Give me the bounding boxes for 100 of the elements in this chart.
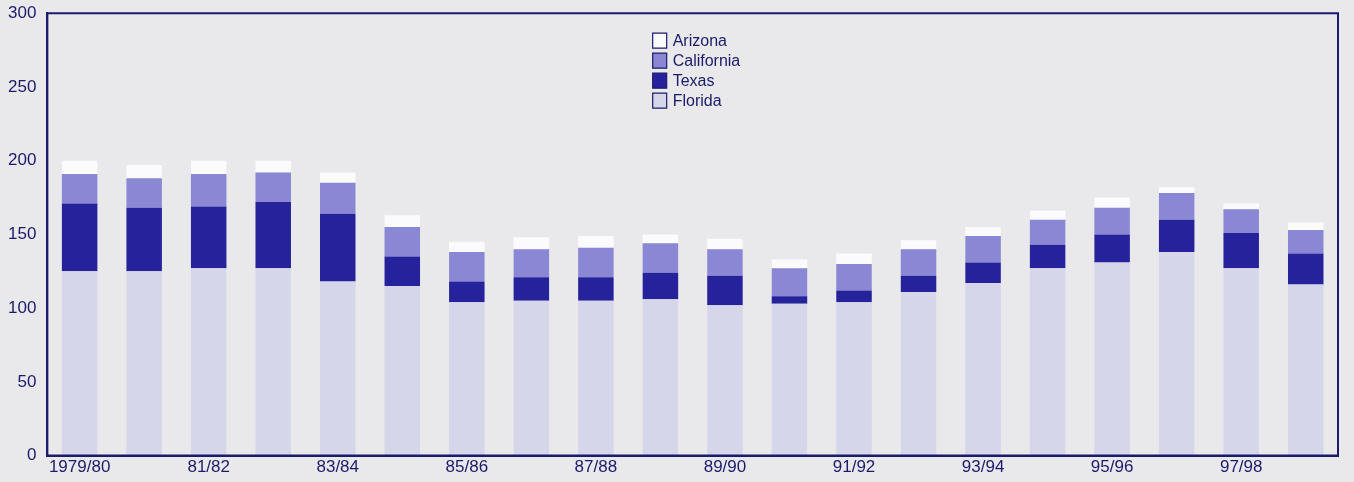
- bar: [1223, 232, 1259, 269]
- bar: [836, 263, 872, 291]
- bar: [61, 173, 98, 204]
- legend-label: Arizona: [672, 31, 728, 49]
- bar: [1029, 268, 1066, 456]
- bar: [642, 272, 679, 300]
- bar: [126, 165, 162, 179]
- y-tick-label: 250: [7, 76, 37, 96]
- bar: [190, 173, 227, 207]
- bar: [513, 300, 550, 456]
- y-tick-label: 50: [17, 371, 37, 391]
- x-tick-label: 93/94: [961, 457, 1005, 477]
- bar: [836, 253, 872, 264]
- bar: [513, 249, 550, 278]
- bar: [1094, 197, 1130, 208]
- y-tick-label: 200: [7, 150, 37, 170]
- bar: [255, 172, 291, 202]
- bar: [707, 249, 743, 276]
- bar: [707, 238, 743, 250]
- y-tick-label: 150: [7, 224, 37, 244]
- bar: [449, 241, 485, 253]
- bar: [578, 277, 614, 301]
- legend-label: Texas: [672, 71, 715, 89]
- bar: [61, 271, 98, 456]
- bar: [836, 302, 872, 456]
- bar: [1223, 209, 1259, 233]
- bar: [1223, 268, 1259, 456]
- bar: [384, 256, 421, 287]
- bar: [1158, 193, 1195, 220]
- x-tick-label: 97/98: [1219, 457, 1263, 477]
- bar: [771, 296, 808, 304]
- bar: [1094, 234, 1130, 263]
- bar: [320, 213, 356, 282]
- bar: [1158, 252, 1195, 456]
- x-tick-label: 89/90: [703, 457, 747, 477]
- bar: [642, 234, 679, 244]
- bar: [384, 227, 421, 257]
- x-tick-label: 83/84: [316, 457, 360, 477]
- bar: [1287, 284, 1324, 456]
- bar: [384, 215, 421, 228]
- bar: [513, 277, 550, 301]
- bar: [900, 291, 937, 456]
- bar: [965, 235, 1001, 263]
- bar: [255, 160, 291, 173]
- bar: [1029, 219, 1066, 245]
- bar: [771, 268, 808, 297]
- bar: [190, 160, 227, 174]
- x-tick-label: 85/86: [445, 457, 489, 477]
- bar: [255, 201, 291, 269]
- bar: [965, 262, 1001, 284]
- bar: [61, 160, 98, 174]
- bar: [1094, 262, 1130, 456]
- bar: [578, 300, 614, 456]
- bar: [1029, 210, 1066, 220]
- bar: [771, 303, 808, 456]
- bar: [449, 252, 485, 282]
- bar: [1287, 253, 1324, 285]
- x-tick-label: 95/96: [1090, 457, 1134, 477]
- bar: [642, 299, 679, 456]
- bar: [126, 207, 162, 272]
- bar: [836, 290, 872, 303]
- bar: [1287, 222, 1324, 230]
- bar: [449, 302, 485, 456]
- legend-label: California: [672, 51, 741, 69]
- bar: [1223, 203, 1259, 210]
- bar: [642, 243, 679, 273]
- bar: [190, 268, 227, 456]
- bar: [965, 283, 1001, 456]
- bar: [578, 247, 614, 278]
- bar: [320, 281, 356, 456]
- y-tick-label: 300: [7, 2, 37, 22]
- x-tick-label: 91/92: [832, 457, 876, 477]
- bar: [771, 259, 808, 269]
- bar: [513, 237, 550, 250]
- bar: [255, 268, 291, 456]
- bar: [126, 271, 162, 456]
- bar: [900, 249, 937, 276]
- bar: [1094, 207, 1130, 235]
- bar: [965, 227, 1001, 236]
- bar: [320, 182, 356, 214]
- bar: [900, 275, 937, 292]
- y-tick-label: 100: [7, 297, 37, 317]
- bar: [578, 235, 614, 248]
- legend-label: Florida: [672, 91, 722, 109]
- bar: [384, 286, 421, 456]
- bar: [1158, 187, 1195, 194]
- bar: [61, 203, 98, 272]
- y-tick-label: 0: [26, 445, 37, 465]
- bar: [900, 240, 937, 250]
- bar: [1287, 229, 1324, 254]
- bar: [126, 178, 162, 208]
- bar: [190, 206, 227, 269]
- bar: [320, 172, 356, 183]
- bar: [1158, 219, 1195, 253]
- x-tick-label: 87/88: [574, 457, 618, 477]
- bar: [1029, 244, 1066, 269]
- bar: [707, 305, 743, 456]
- x-tick-label: 1979/80: [48, 457, 111, 477]
- bar: [449, 281, 485, 303]
- bar: [707, 275, 743, 306]
